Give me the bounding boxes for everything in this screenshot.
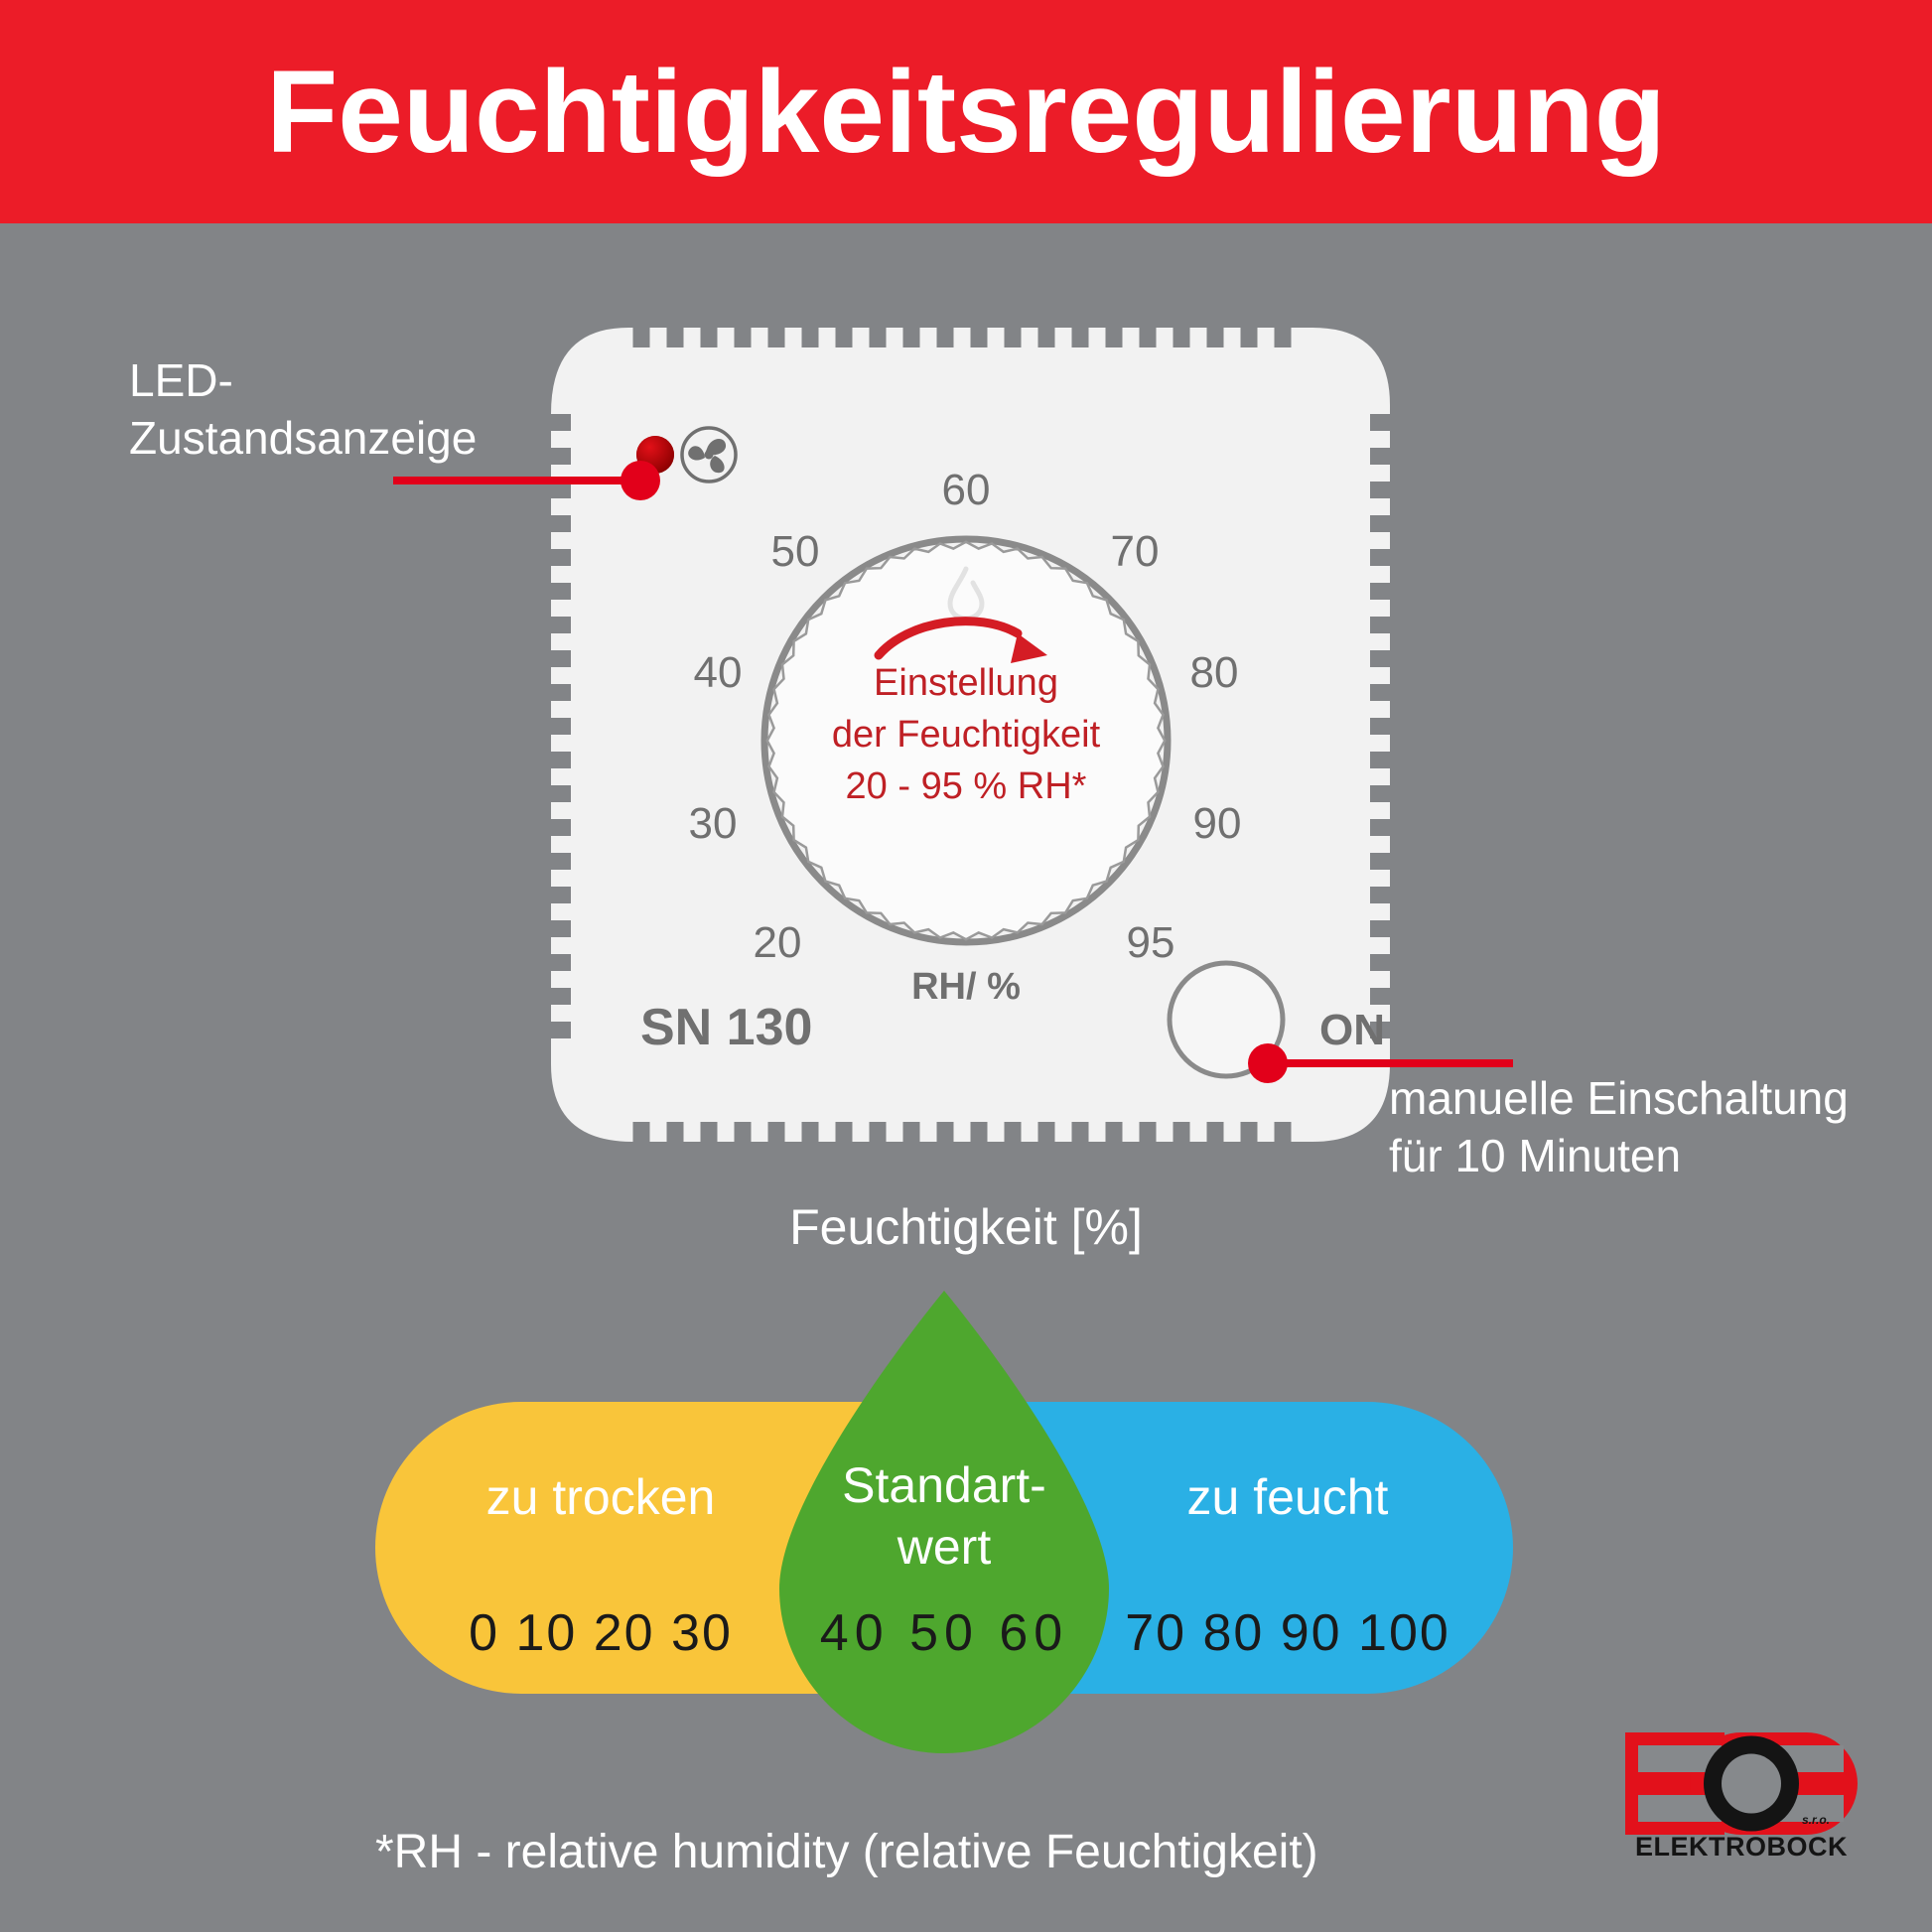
svg-text:0 10 20 30: 0 10 20 30 bbox=[469, 1604, 733, 1662]
svg-text:zu feucht: zu feucht bbox=[1187, 1469, 1389, 1525]
svg-text:40 50 60: 40 50 60 bbox=[820, 1604, 1068, 1662]
svg-text:ELEKTROBOCK: ELEKTROBOCK bbox=[1635, 1832, 1848, 1860]
svg-text:Standart-: Standart- bbox=[842, 1457, 1046, 1513]
svg-text:70 80 90 100: 70 80 90 100 bbox=[1125, 1604, 1450, 1662]
svg-text:wert: wert bbox=[897, 1519, 992, 1575]
svg-text:s.r.o.: s.r.o. bbox=[1802, 1813, 1830, 1827]
svg-text:zu trocken: zu trocken bbox=[486, 1469, 716, 1525]
